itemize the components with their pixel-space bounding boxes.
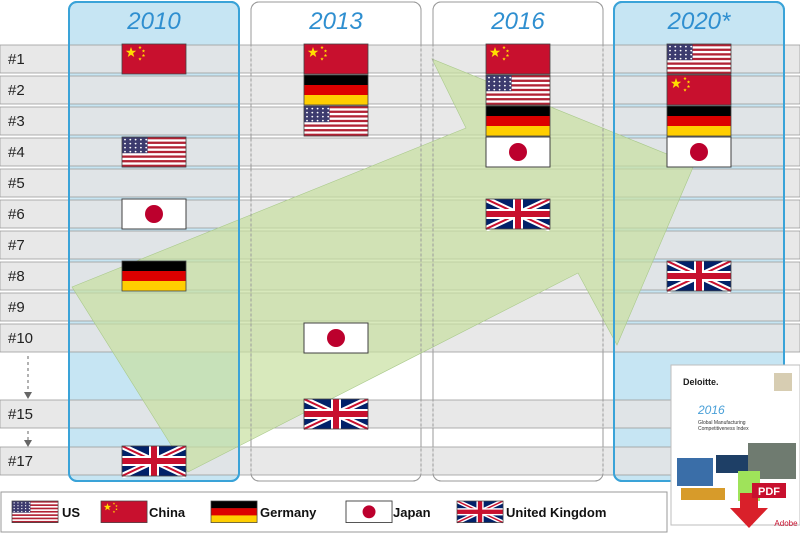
- japan-flag-icon: [485, 136, 551, 168]
- legend-label: United Kingdom: [506, 505, 606, 520]
- rank-label: #15: [8, 406, 33, 423]
- rank-label: #5: [8, 175, 25, 192]
- year-column-outline: [250, 1, 422, 482]
- china-flag-icon: [666, 74, 732, 106]
- vendor-label: Adobe: [774, 519, 798, 528]
- germany-flag-icon: [210, 500, 258, 523]
- germany-flag-icon: [121, 260, 187, 292]
- uk-flag-icon: [121, 445, 187, 478]
- report-brand: Deloitte.: [683, 377, 719, 387]
- uk-flag-icon: [666, 260, 732, 293]
- year-header: 2010: [126, 8, 181, 35]
- down-arrow-icon: [24, 440, 32, 447]
- report-pdf-thumbnail[interactable]: Deloitte. 2016 Global ManufacturingCompeti…: [670, 364, 800, 528]
- rank-label: #9: [8, 299, 25, 316]
- year-header: 2016: [490, 8, 545, 35]
- japan-flag-icon: [303, 322, 369, 354]
- china-flag-icon: [485, 43, 551, 75]
- germany-flag-icon: [303, 74, 369, 106]
- year-header: 2020*: [667, 8, 731, 35]
- rank-label: #7: [8, 237, 25, 254]
- report-title-line2: Competitiveness Index: [698, 426, 749, 432]
- legend-label: Germany: [260, 505, 317, 520]
- us-flag-icon: [303, 105, 369, 137]
- china-flag-icon: [303, 43, 369, 75]
- rank-label: #17: [8, 453, 33, 470]
- report-photo: [677, 458, 713, 486]
- pdf-badge: [752, 483, 786, 498]
- us-flag-icon: [666, 43, 732, 75]
- us-flag-icon: [121, 136, 187, 168]
- japan-flag-icon: [121, 198, 187, 230]
- germany-flag-icon: [666, 105, 732, 137]
- rank-label: #3: [8, 113, 25, 130]
- year-column-outline: [68, 1, 240, 482]
- us-flag-icon: [11, 500, 59, 523]
- japan-flag-icon: [666, 136, 732, 168]
- legend-label: US: [62, 505, 80, 520]
- download-arrow-icon: [730, 493, 768, 528]
- rank-label: #8: [8, 268, 25, 285]
- report-year: 2016: [697, 403, 725, 417]
- down-arrow-icon: [24, 392, 32, 399]
- rank-label: #10: [8, 330, 33, 347]
- rank-label: #2: [8, 82, 25, 99]
- uk-flag-icon: [456, 500, 504, 525]
- legend-label: Japan: [393, 505, 431, 520]
- year-header: 2013: [308, 8, 363, 35]
- rank-label: #1: [8, 51, 25, 68]
- rank-label: #4: [8, 144, 25, 161]
- china-flag-icon: [121, 43, 187, 75]
- uk-flag-icon: [303, 398, 369, 431]
- rank-row: [0, 399, 800, 429]
- china-flag-icon: [100, 500, 148, 523]
- report-emblem-icon: [774, 373, 792, 391]
- us-flag-icon: [485, 74, 551, 106]
- pdf-badge-label: PDF: [758, 486, 780, 498]
- germany-flag-icon: [485, 105, 551, 137]
- uk-flag-icon: [485, 198, 551, 231]
- legend-label: China: [149, 505, 186, 520]
- japan-flag-icon: [345, 500, 393, 523]
- year-column-outline: [432, 1, 604, 482]
- report-photo: [716, 455, 756, 473]
- report-title-line1: Global Manufacturing: [698, 420, 746, 426]
- report-photo: [681, 488, 725, 500]
- rank-label: #6: [8, 206, 25, 223]
